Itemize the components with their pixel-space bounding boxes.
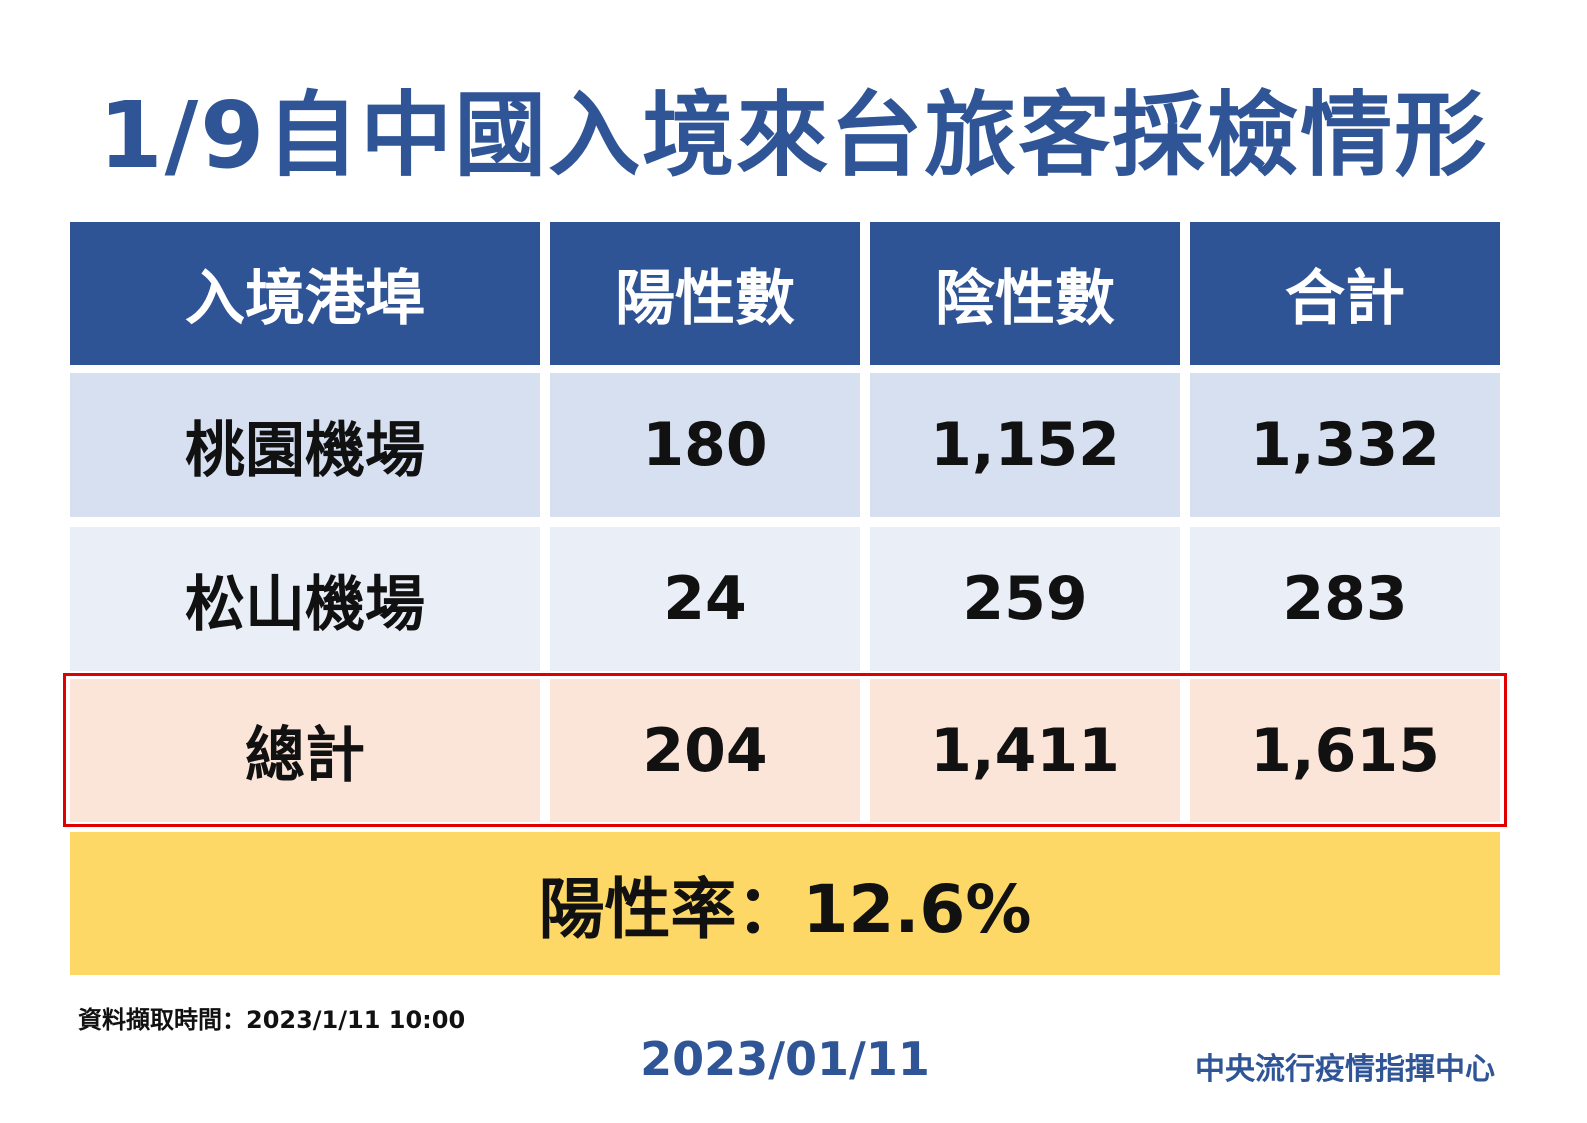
total-highlight <box>63 673 1507 827</box>
total-cell: 204 <box>550 679 860 822</box>
table-cell: 1,332 <box>1190 373 1500 517</box>
organization: 中央流行疫情指揮中心 <box>1195 1052 1495 1087</box>
header-cell: 入境港埠 <box>70 222 540 365</box>
table-cell: 283 <box>1190 527 1500 671</box>
total-cell: 總計 <box>70 679 540 822</box>
header-cell: 合計 <box>1190 222 1500 365</box>
title: 1/9自中國入境來台旅客採檢情形 <box>98 82 1489 189</box>
date: 2023/01/11 <box>640 1032 930 1086</box>
data-time-note: 資料擷取時間：2023/1/11 10:00 <box>78 1006 466 1034</box>
table-cell: 180 <box>550 373 860 517</box>
header-cell: 陰性數 <box>870 222 1180 365</box>
table-cell: 1,152 <box>870 373 1180 517</box>
table-cell: 松山機場 <box>70 527 540 671</box>
total-cell: 1,615 <box>1190 679 1500 822</box>
table-cell: 桃園機場 <box>70 373 540 517</box>
table-cell: 259 <box>870 527 1180 671</box>
header-cell: 陽性數 <box>550 222 860 365</box>
total-cell: 1,411 <box>870 679 1180 822</box>
table-cell: 24 <box>550 527 860 671</box>
positive-rate: 陽性率：12.6% <box>70 832 1500 975</box>
